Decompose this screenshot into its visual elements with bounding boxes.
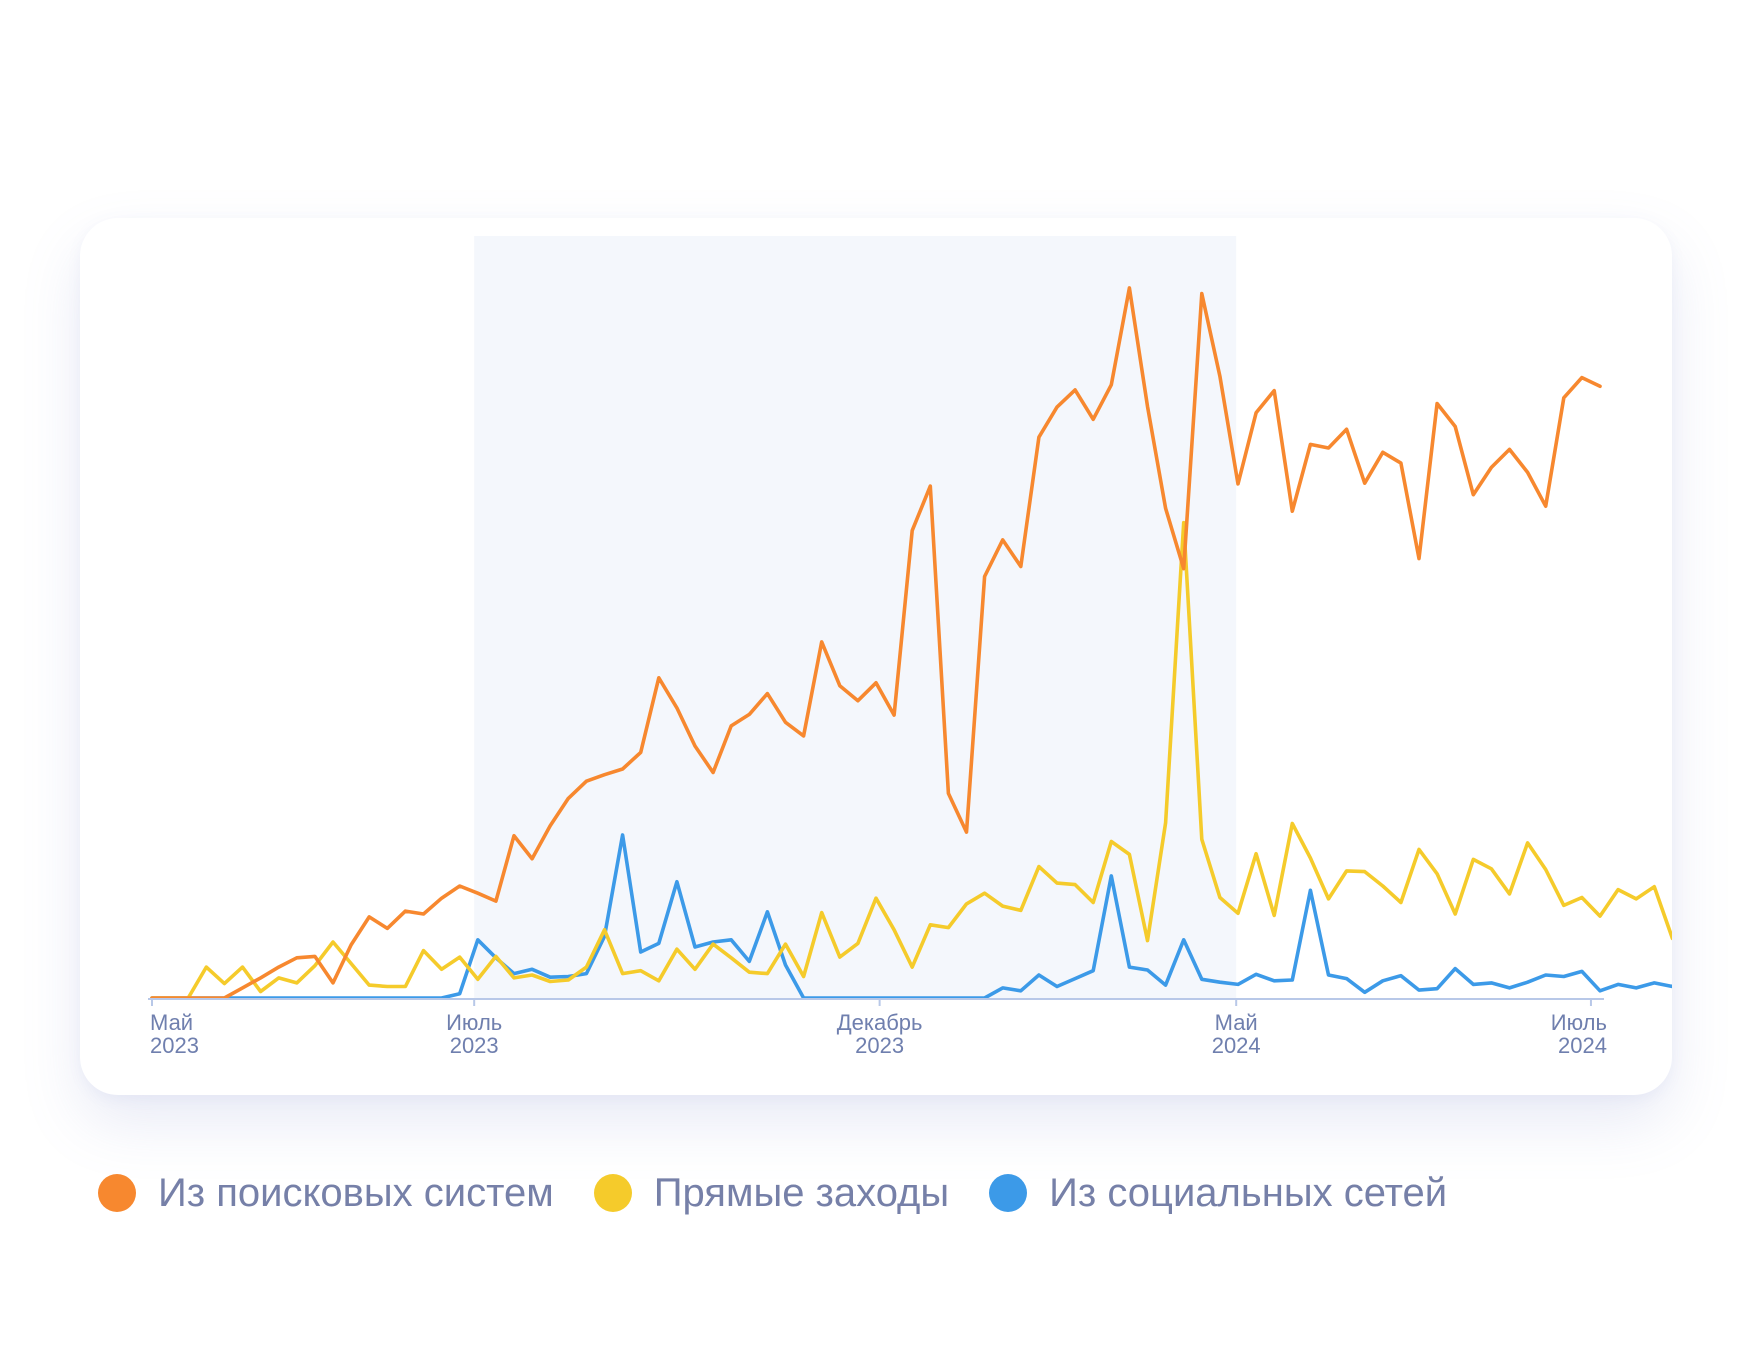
x-tick-label-month: Май <box>150 1010 193 1035</box>
x-tick-label-month: Май <box>1215 1010 1258 1035</box>
x-tick-label-year: 2023 <box>450 1033 499 1058</box>
legend-item-direct[interactable]: Прямые заходы <box>593 1170 950 1216</box>
x-tick-label-year: 2024 <box>1558 1033 1607 1058</box>
legend-dot-search-icon <box>98 1174 136 1212</box>
line-chart: Май2023Июль2023Декабрь2023Май2024Июль202… <box>148 236 1672 1058</box>
x-tick-label-month: Июль <box>1551 1010 1607 1035</box>
legend-label-search: Из поисковых систем <box>158 1170 554 1215</box>
legend: Из поисковых систем Прямые заходы Из соц… <box>98 1164 1487 1222</box>
legend-dot-direct-icon <box>593 1174 632 1212</box>
chart-card: Май 2023 Июль 2023 Декабрь 2023 Май 2024 Июль 202… <box>80 218 1672 1095</box>
x-axis-ticks: Май2023Июль2023Декабрь2023Май2024Июль202… <box>150 999 1607 1058</box>
x-tick-label-month: Декабрь <box>837 1010 923 1035</box>
legend-item-search[interactable]: Из поисковых систем <box>98 1171 554 1216</box>
x-tick-label-year: 2024 <box>1212 1033 1261 1058</box>
series-line-search[interactable] <box>150 286 1602 1000</box>
x-tick-label-year: 2023 <box>150 1033 199 1058</box>
x-tick-label-month: Июль <box>446 1010 502 1035</box>
legend-dot-social-icon <box>989 1174 1028 1212</box>
legend-label-direct: Прямые заходы <box>653 1170 950 1215</box>
highlight-period-band <box>474 236 1237 998</box>
legend-label-social: Из социальных сетей <box>1049 1170 1448 1215</box>
legend-item-social[interactable]: Из социальных сетей <box>989 1171 1447 1216</box>
series-line-direct[interactable] <box>150 520 1672 1000</box>
x-tick-label-year: 2023 <box>855 1033 904 1058</box>
